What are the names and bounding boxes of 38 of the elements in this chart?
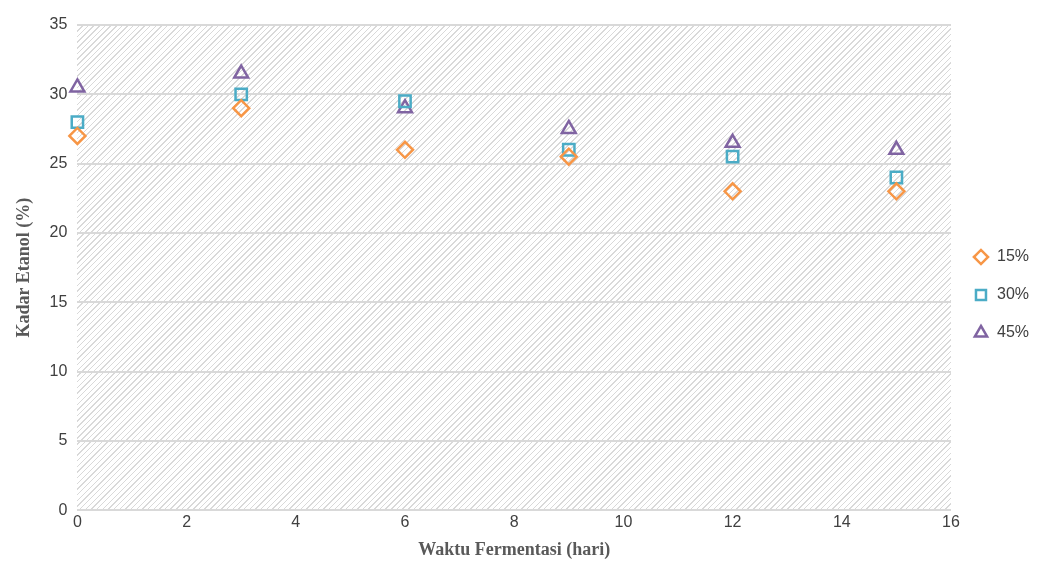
legend-label: 45% [996, 323, 1030, 341]
y-tick-label: 35 [49, 15, 68, 33]
point [888, 140, 905, 156]
y-tick-label: 15 [49, 292, 68, 310]
y-tick-label: 0 [58, 500, 68, 518]
x-tick-label: 8 [509, 513, 519, 531]
x-tick-label: 6 [400, 513, 410, 531]
x-tick-label: 2 [182, 513, 192, 531]
x-tick-label: 14 [832, 513, 851, 531]
point [398, 94, 412, 109]
y-tick-label: 5 [58, 431, 68, 449]
y-tick-label: 30 [49, 84, 68, 102]
point [69, 78, 86, 93]
point [70, 115, 85, 129]
legend-label: 30% [996, 285, 1030, 303]
y-axis-title: Kadar Etanol (%) [13, 197, 35, 338]
y-tick-label: 20 [49, 223, 68, 241]
y-tick-label: 25 [49, 154, 68, 172]
x-tick-label: 12 [723, 513, 742, 531]
point [396, 98, 414, 114]
point [234, 87, 249, 102]
x-tick-label: 16 [942, 513, 960, 531]
point [559, 147, 579, 166]
point [887, 182, 906, 201]
point [725, 149, 740, 164]
point [68, 126, 87, 146]
point [723, 182, 742, 201]
x-tick-label: 10 [614, 513, 633, 531]
point [233, 64, 250, 79]
point [231, 98, 251, 118]
x-tick-label: 0 [72, 513, 82, 531]
point [395, 140, 415, 160]
point [724, 133, 741, 149]
point [560, 119, 577, 135]
x-axis-title: Waktu Fermentasi (hari) [418, 538, 611, 560]
x-tick-label: 4 [291, 513, 301, 531]
legend-label: 15% [996, 247, 1030, 265]
y-tick-label: 10 [49, 361, 68, 379]
